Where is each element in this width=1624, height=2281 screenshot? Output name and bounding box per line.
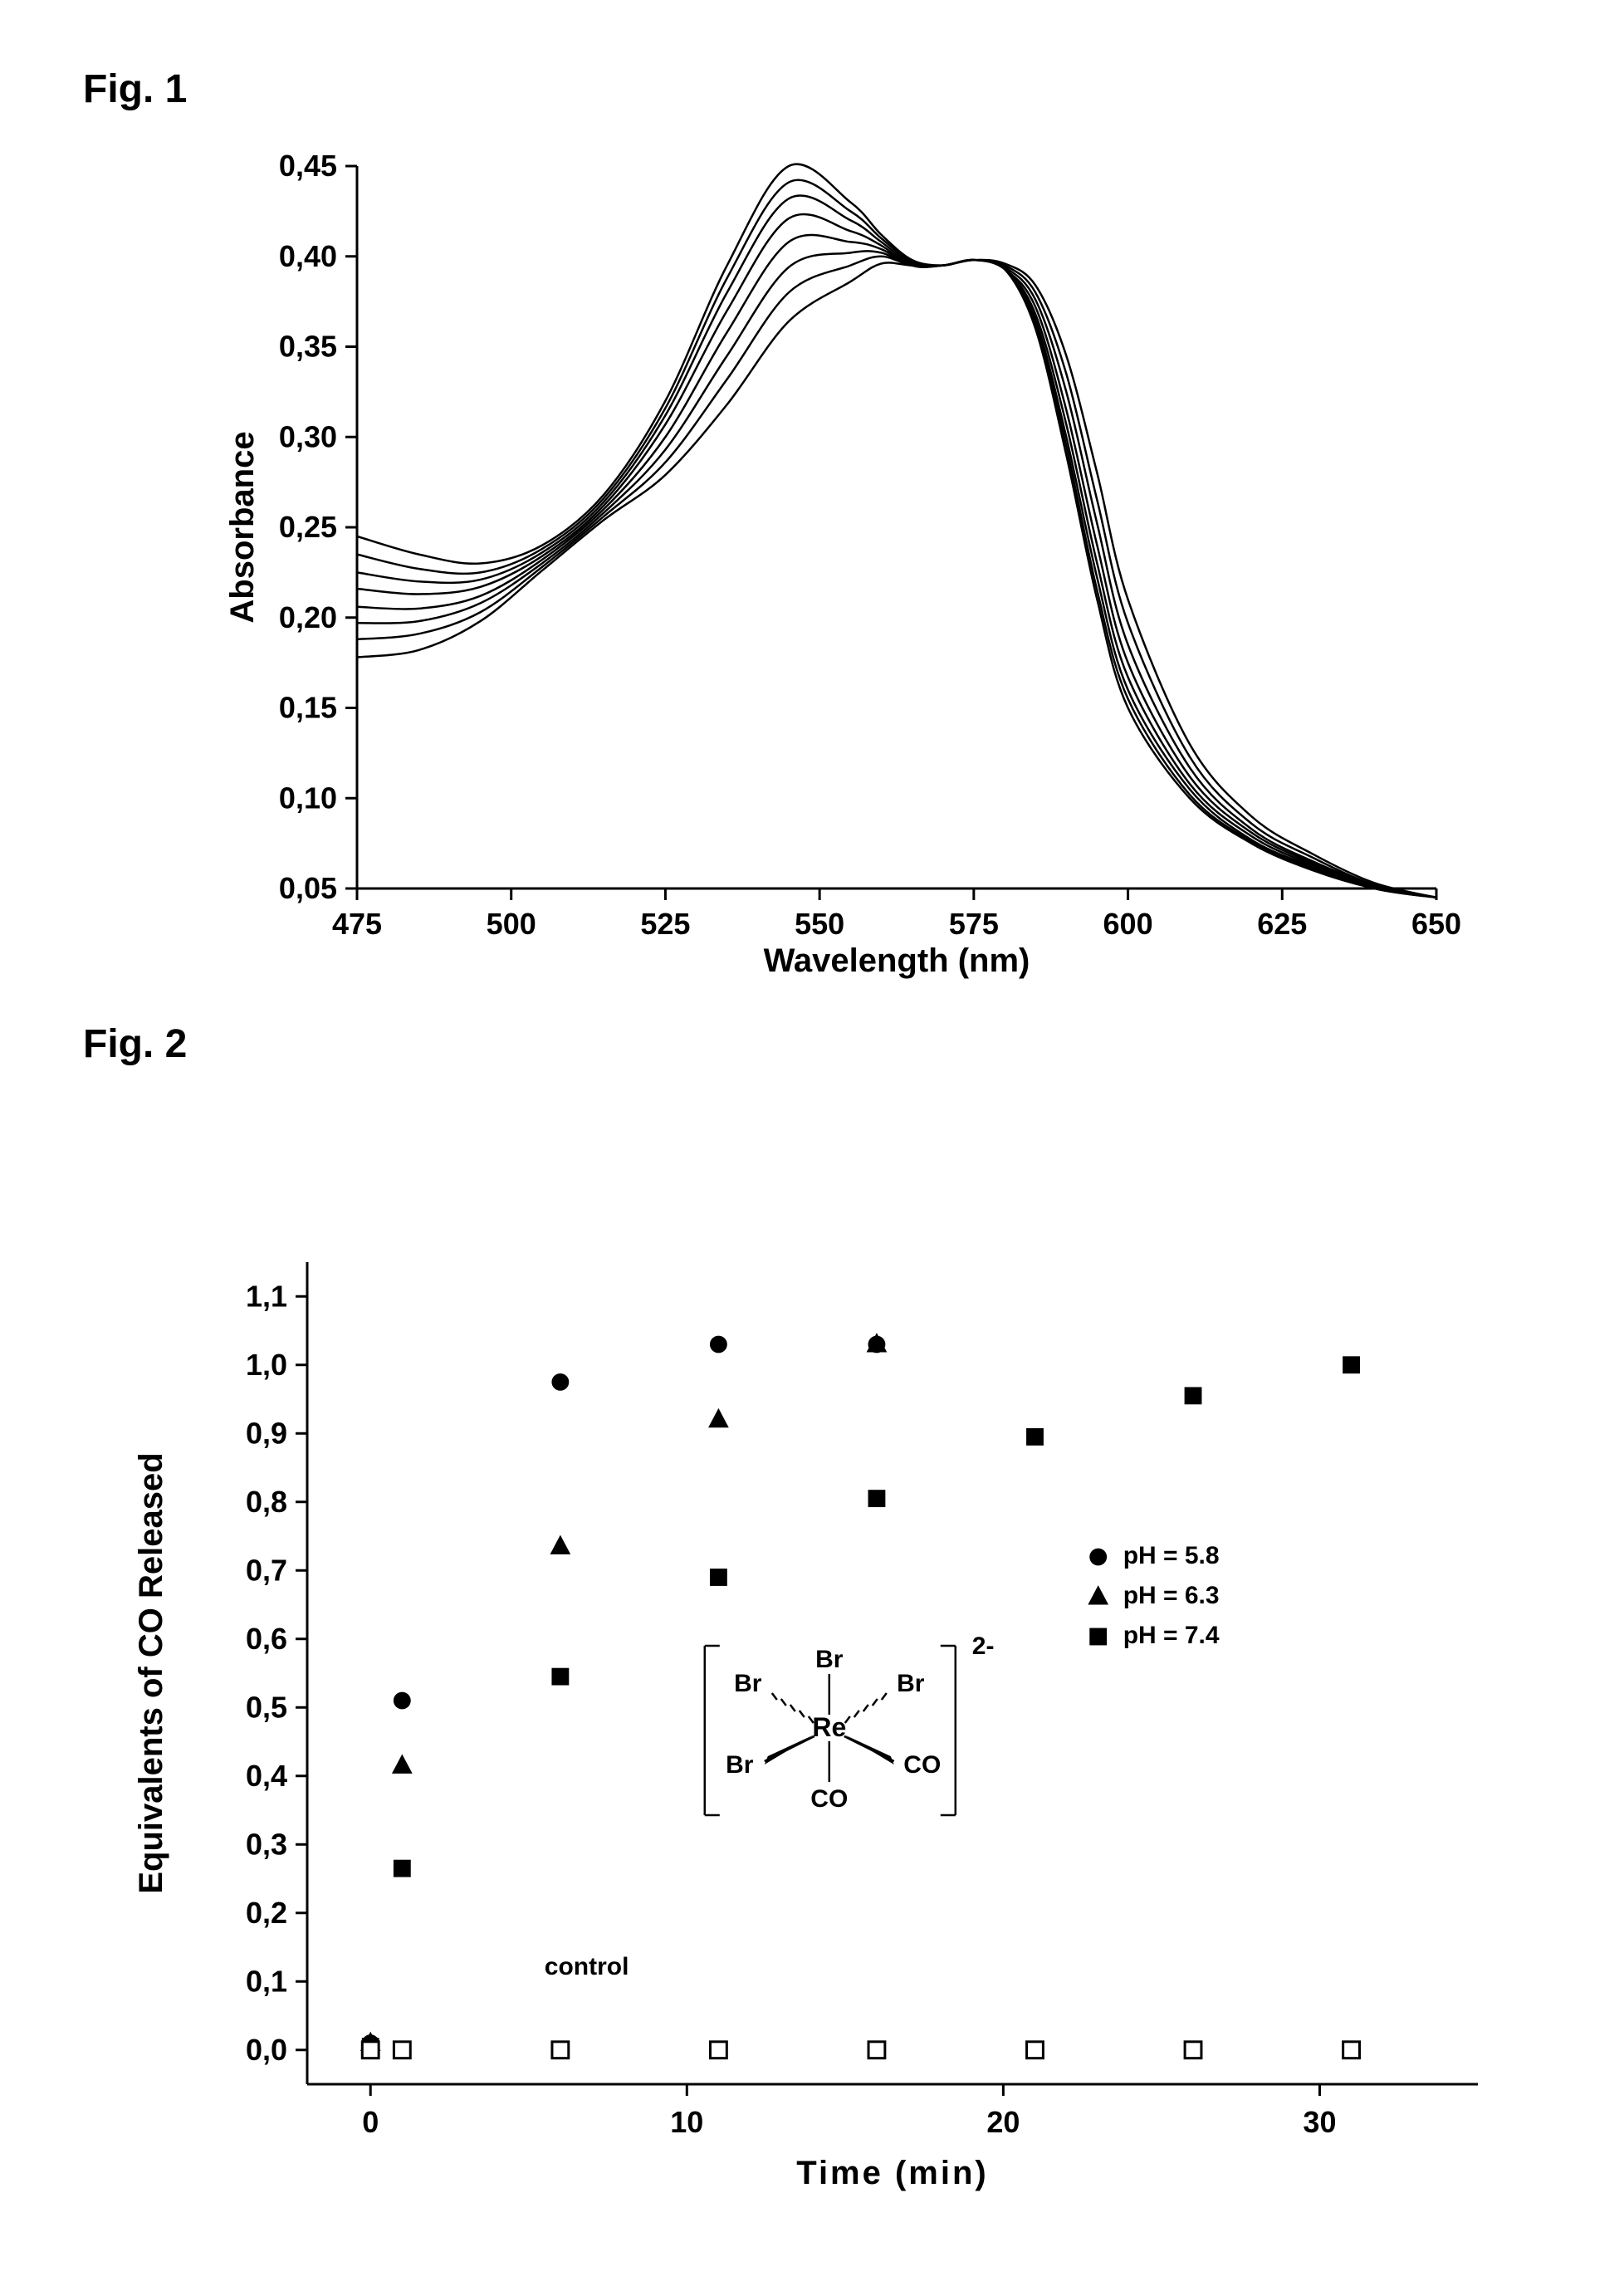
svg-text:Re: Re [812,1712,846,1742]
svg-text:2-: 2- [972,1632,995,1660]
svg-text:0,40: 0,40 [279,239,337,273]
svg-text:Br: Br [734,1670,762,1697]
svg-text:0,35: 0,35 [279,330,337,364]
svg-text:10: 10 [670,2105,703,2139]
svg-text:0,7: 0,7 [246,1553,287,1587]
svg-text:0,45: 0,45 [279,149,337,183]
svg-text:0,2: 0,2 [246,1896,287,1930]
svg-text:Br: Br [726,1751,754,1779]
svg-text:0,0: 0,0 [246,2033,287,2067]
svg-text:0,9: 0,9 [246,1416,287,1450]
svg-text:0,1: 0,1 [246,1964,287,1998]
svg-text:Equivalents of CO Released: Equivalents of CO Released [133,1452,169,1893]
svg-text:0,25: 0,25 [279,510,337,544]
svg-text:625: 625 [1257,907,1307,941]
svg-text:0,05: 0,05 [279,871,337,905]
svg-text:pH = 6.3: pH = 6.3 [1123,1582,1220,1609]
legend: pH = 5.8 pH = 6.3 pH = 7.4 [1088,1542,1220,1649]
svg-text:Br: Br [897,1670,925,1697]
svg-text:0,15: 0,15 [279,691,337,725]
svg-text:0: 0 [362,2105,379,2139]
figure2-chart: 0 10 20 30 0,0 0,1 0,2 0,3 0,4 0,5 0,6 0,7 0,8 0,9 1,0… [116,1229,1528,2209]
svg-text:CO: CO [903,1751,941,1779]
svg-text:30: 30 [1303,2105,1336,2139]
svg-text:525: 525 [640,907,690,941]
svg-text:Absorbance: Absorbance [224,431,261,623]
svg-text:575: 575 [949,907,999,941]
svg-text:CO: CO [810,1785,848,1813]
svg-text:Time (min): Time (min) [796,2155,989,2191]
svg-text:control: control [545,1953,629,1980]
svg-text:500: 500 [487,907,536,941]
svg-text:0,4: 0,4 [246,1759,287,1793]
figure2-label: Fig. 2 [83,1021,187,1067]
svg-text:Wavelength (nm): Wavelength (nm) [764,942,1030,979]
figure1-chart: 475 500 525 550 575 600 625 650 0,05 0,10 0,15 0,20… [216,141,1461,988]
svg-text:600: 600 [1103,907,1153,941]
svg-text:0,8: 0,8 [246,1485,287,1519]
svg-text:0,10: 0,10 [279,781,337,815]
svg-text:pH = 5.8: pH = 5.8 [1123,1542,1220,1569]
svg-text:1,1: 1,1 [246,1279,287,1313]
svg-text:0,30: 0,30 [279,419,337,453]
svg-text:Br: Br [815,1646,844,1673]
svg-text:1,0: 1,0 [246,1348,287,1382]
molecule-structure: Re Br CO Br Br Br CO 2- [705,1632,995,1815]
svg-text:0,3: 0,3 [246,1827,287,1861]
svg-text:0,5: 0,5 [246,1690,287,1724]
figure1-svg: 475 500 525 550 575 600 625 650 0,05 0,10 0,15 0,20… [216,141,1461,988]
figure2-svg: 0 10 20 30 0,0 0,1 0,2 0,3 0,4 0,5 0,6 0,7 0,8 0,9 1,0… [116,1229,1528,2209]
figure1-label: Fig. 1 [83,66,187,112]
svg-text:550: 550 [795,907,844,941]
svg-text:20: 20 [986,2105,1020,2139]
svg-text:0,20: 0,20 [279,600,337,634]
svg-text:pH = 7.4: pH = 7.4 [1123,1622,1220,1649]
svg-text:475: 475 [332,907,382,941]
svg-text:650: 650 [1411,907,1461,941]
svg-text:0,6: 0,6 [246,1622,287,1656]
